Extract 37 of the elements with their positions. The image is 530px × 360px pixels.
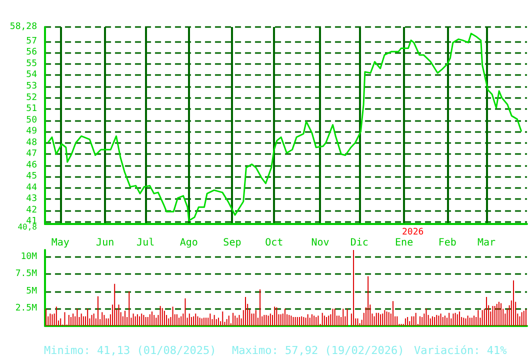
x-tick-label: Sep xyxy=(223,238,242,248)
x-tick-label: Ago xyxy=(180,238,198,248)
y-tick-label: 45 xyxy=(26,172,37,182)
text: Variación: 41% xyxy=(414,344,508,357)
y-tick-label: 43 xyxy=(26,194,37,204)
y-tick-label: 57 xyxy=(26,36,37,46)
x-tick-label: Ene xyxy=(395,238,414,248)
y-tick-label: 48 xyxy=(26,138,37,148)
x-tick-label: May xyxy=(51,238,70,248)
y-tick-label: 46 xyxy=(26,160,37,170)
x-tick-label: Oct xyxy=(265,238,284,248)
y-tick-label: 53 xyxy=(26,82,37,92)
x-tick-label: Mar xyxy=(477,238,496,248)
y-tick-label: 58,28 xyxy=(10,22,37,32)
y-tick-label: 51 xyxy=(26,104,37,114)
y-tick-label: 52 xyxy=(26,92,37,103)
x-tick-label: Dic xyxy=(350,238,368,248)
y-tick-label: 49 xyxy=(26,126,37,137)
text: 2026 xyxy=(402,228,424,238)
text: Maximo: 57,92 (19/02/2026) xyxy=(232,344,404,357)
text: Minimo: 41,13 (01/08/2025) xyxy=(44,344,216,357)
x-tick-label: Jul xyxy=(136,238,155,248)
y-tick-label: 54 xyxy=(26,70,37,80)
y-tick-label: 50 xyxy=(26,115,37,126)
x-tick-label: Nov xyxy=(311,238,330,248)
x-tick-label: Jun xyxy=(96,238,114,248)
y-tick-label: 47 xyxy=(26,149,37,160)
y-tick-label: 10M xyxy=(20,252,38,262)
y-tick-label: 7.5M xyxy=(15,269,38,280)
line-series xyxy=(47,32,522,222)
y-tick-label: 56 xyxy=(26,48,37,58)
y-tick-label: 44 xyxy=(26,182,37,193)
y-tick-label: 5M xyxy=(26,286,38,296)
x-tick-label: Feb xyxy=(438,238,456,248)
y-tick-label: 55 xyxy=(26,58,37,69)
y-tick-label: 42 xyxy=(26,205,37,216)
y-tick-label: 2.5M xyxy=(15,304,38,314)
